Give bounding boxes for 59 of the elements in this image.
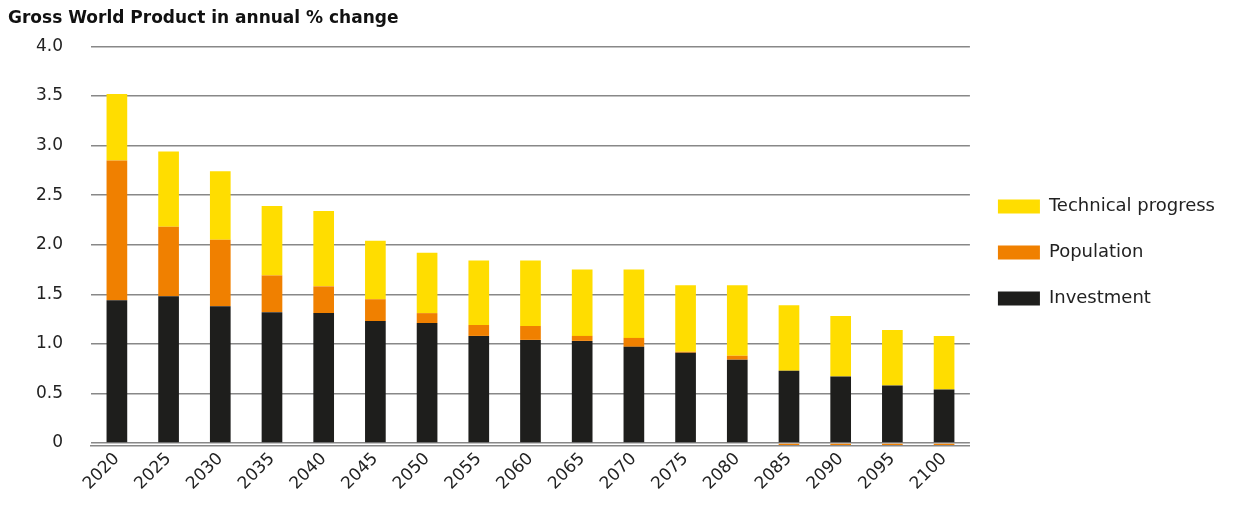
bar	[675, 285, 696, 352]
y-tick-label: 3.0	[35, 133, 64, 154]
bar	[830, 376, 852, 443]
y-tick-label: 2.5	[35, 183, 64, 204]
bar	[313, 210, 335, 287]
bar	[365, 299, 386, 322]
bar	[571, 340, 593, 443]
y-tick-label: 3.5	[35, 84, 64, 105]
bar	[778, 305, 800, 371]
legend-label: Technical progress	[1047, 194, 1215, 216]
bar	[416, 323, 438, 443]
bar	[571, 269, 593, 336]
bar	[726, 285, 748, 356]
bar	[106, 300, 128, 443]
bar	[365, 240, 386, 300]
bar	[106, 160, 128, 301]
bar	[468, 325, 490, 336]
bar	[416, 252, 438, 314]
bar	[571, 335, 593, 341]
bar	[623, 337, 645, 347]
bar	[778, 370, 800, 443]
bar	[261, 206, 283, 276]
bar	[209, 306, 231, 443]
y-tick-label: 4.0	[35, 34, 64, 55]
bar	[416, 313, 438, 324]
bar	[882, 385, 903, 443]
bar	[158, 226, 179, 297]
bar	[209, 239, 231, 307]
bar	[158, 296, 179, 443]
bar	[520, 339, 541, 443]
bar	[365, 321, 386, 443]
bar	[520, 326, 541, 340]
y-tick-label: 0.5	[35, 381, 64, 402]
bar	[623, 346, 645, 443]
bar	[261, 312, 283, 443]
y-tick-label: 1.0	[35, 332, 64, 353]
bar	[933, 335, 955, 390]
bar	[933, 389, 955, 443]
y-tick-label: 2.0	[35, 233, 64, 254]
bar	[726, 355, 748, 360]
chart-title: Gross World Product in annual % change	[8, 6, 399, 27]
bar	[313, 286, 335, 314]
legend-label: Investment	[1048, 286, 1151, 308]
bar	[261, 275, 283, 313]
bar	[882, 329, 903, 386]
bar	[468, 260, 490, 326]
bar	[675, 352, 696, 443]
bar	[158, 151, 179, 227]
bar	[106, 93, 128, 161]
bar	[520, 260, 541, 327]
bar	[468, 335, 490, 443]
bar	[830, 316, 852, 377]
y-tick-label: 1.5	[35, 282, 64, 303]
bar	[623, 269, 645, 338]
bar	[726, 359, 748, 443]
bar	[209, 171, 231, 240]
y-tick-label: 0	[52, 431, 64, 452]
bar	[313, 313, 335, 443]
legend-label: Population	[1048, 240, 1144, 262]
